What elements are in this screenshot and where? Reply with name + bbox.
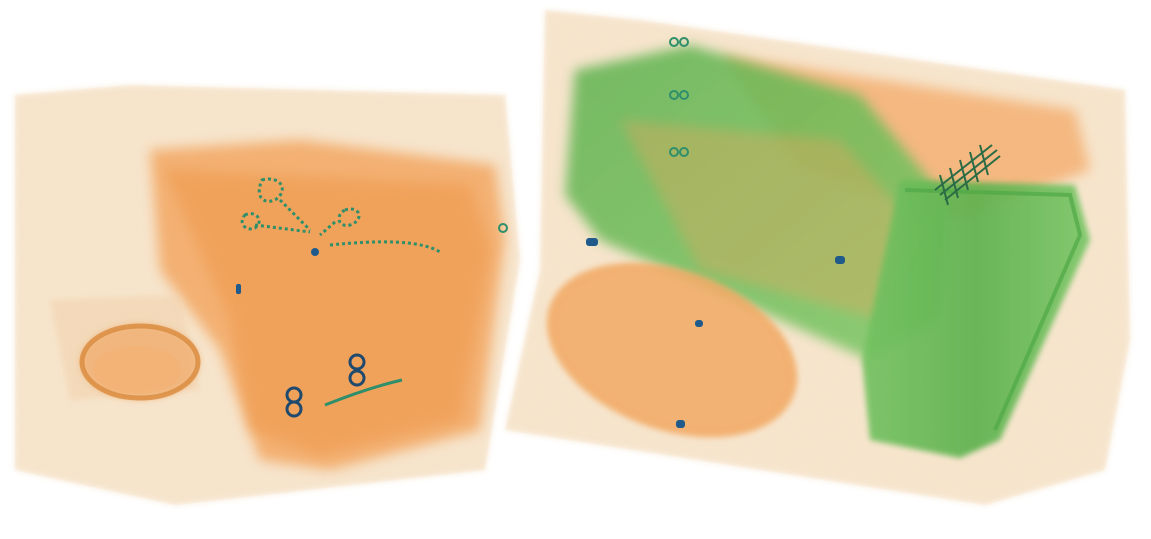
- cup: [79, 323, 201, 401]
- scissors-icon: [240, 177, 441, 254]
- green-cylinder: [862, 180, 1090, 458]
- green-bag-large: [565, 45, 950, 360]
- binder-clips: [285, 353, 403, 418]
- oval-pad: [546, 262, 798, 438]
- metal-fasteners: [236, 223, 508, 294]
- left-box: [15, 85, 520, 505]
- brush-icon: [934, 144, 1001, 206]
- right-box-fasteners: [586, 37, 845, 428]
